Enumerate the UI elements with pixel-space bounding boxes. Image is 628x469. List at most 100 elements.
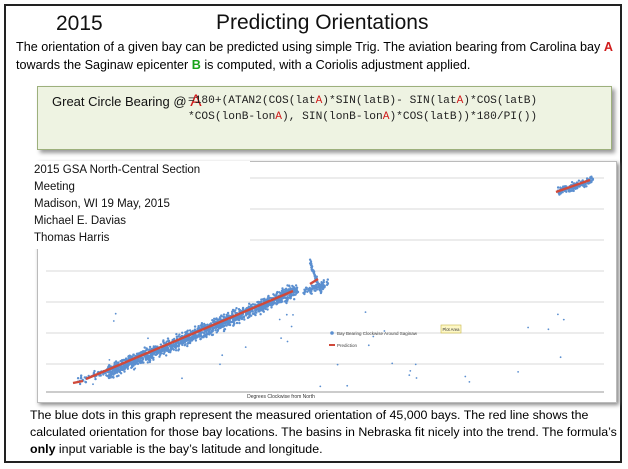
outlier-point xyxy=(367,344,370,347)
bay-point xyxy=(292,287,295,290)
bay-point xyxy=(119,372,123,375)
bay-point xyxy=(211,319,214,322)
bay-point xyxy=(211,326,214,329)
bay-point xyxy=(171,345,174,348)
bay-point xyxy=(158,355,161,358)
bay-point xyxy=(142,361,145,364)
bay-point xyxy=(248,313,252,317)
bay-point xyxy=(127,355,131,358)
bay-point xyxy=(556,186,560,189)
bay-point xyxy=(235,317,238,320)
bay-point xyxy=(235,307,238,310)
formula-var-a: A xyxy=(275,111,282,123)
bay-point xyxy=(567,189,571,192)
outlier-point xyxy=(319,385,322,388)
bay-point xyxy=(208,333,211,336)
outlier-point xyxy=(113,362,116,365)
bay-point xyxy=(286,297,289,301)
bay-point xyxy=(219,316,222,320)
bay-point xyxy=(184,343,187,346)
prediction-line xyxy=(72,178,591,385)
bay-point xyxy=(225,324,228,327)
bay-point xyxy=(154,345,157,348)
bay-point xyxy=(310,292,313,295)
bay-point xyxy=(237,316,240,319)
bay-point xyxy=(173,343,176,347)
bay-point xyxy=(232,324,235,327)
bay-point xyxy=(119,359,123,363)
bay-point xyxy=(174,349,178,352)
bay-point xyxy=(317,285,321,288)
bay-point xyxy=(121,365,125,369)
bay-point xyxy=(239,315,242,318)
outlier-point xyxy=(134,367,137,370)
bay-point xyxy=(159,343,163,346)
bay-point xyxy=(259,313,262,316)
bay-point xyxy=(222,313,226,316)
bay-point xyxy=(144,349,147,353)
bay-point xyxy=(319,291,323,295)
legend-label-measured: Bay Bearing Clockwise Around Saginaw xyxy=(337,331,418,336)
bay-point xyxy=(294,284,298,287)
bay-point xyxy=(231,310,235,313)
bay-point xyxy=(175,345,179,348)
bay-point xyxy=(576,186,579,190)
points-main-band xyxy=(106,284,300,380)
bay-point xyxy=(267,304,270,307)
bay-point xyxy=(140,359,144,363)
outlier-point xyxy=(346,384,349,387)
bay-point xyxy=(310,266,313,269)
bay-point xyxy=(200,335,203,338)
bay-point xyxy=(562,185,565,188)
bay-point xyxy=(259,306,262,310)
bay-point xyxy=(277,299,280,303)
bay-point xyxy=(133,360,137,364)
chart-svg: Bay Bearing Clockwise Around Saginaw Pred… xyxy=(46,175,604,400)
bay-point xyxy=(590,179,593,183)
outlier-point xyxy=(112,320,115,322)
bay-point xyxy=(194,339,198,342)
formula-segment: ), SIN(lonB-lon xyxy=(282,111,383,123)
formula-var-a: A xyxy=(382,111,390,123)
bay-point xyxy=(123,370,126,373)
bay-point xyxy=(242,315,246,318)
author-2: Thomas Harris xyxy=(34,232,110,244)
bay-point xyxy=(188,329,192,332)
bay-point xyxy=(234,309,237,312)
bay-point xyxy=(130,366,133,369)
bay-point xyxy=(320,290,323,293)
bay-point xyxy=(203,329,207,332)
bay-point xyxy=(219,323,222,326)
formula-label: Great Circle Bearing @ A xyxy=(52,91,202,110)
bay-point xyxy=(94,377,97,381)
bay-point xyxy=(278,291,281,294)
outlier-point xyxy=(391,362,394,365)
formula-var-a: A xyxy=(315,95,323,107)
bay-point xyxy=(209,322,213,325)
bay-point xyxy=(241,307,245,310)
outlier-point xyxy=(114,312,117,315)
outlier-point xyxy=(517,371,519,373)
bay-point xyxy=(196,335,199,339)
bay-point xyxy=(557,191,560,195)
bay-point xyxy=(325,280,328,284)
bay-point xyxy=(175,335,178,339)
bay-point xyxy=(175,333,178,336)
outlier-point xyxy=(364,311,367,313)
bay-point xyxy=(313,272,316,276)
bay-point xyxy=(136,360,139,363)
bay-point xyxy=(281,288,285,292)
bay-point xyxy=(132,353,135,356)
bay-point xyxy=(202,336,205,339)
outlier-point xyxy=(219,363,221,366)
bay-point xyxy=(211,333,215,336)
bay-point xyxy=(169,345,172,348)
bay-point xyxy=(147,354,151,358)
bay-point xyxy=(186,344,189,348)
bay-point xyxy=(181,342,184,345)
bay-point xyxy=(189,340,192,343)
formula-segment: )*SIN(latB)- xyxy=(322,95,403,107)
bay-point xyxy=(294,287,297,290)
bay-point xyxy=(183,340,187,344)
bay-point xyxy=(311,284,314,288)
